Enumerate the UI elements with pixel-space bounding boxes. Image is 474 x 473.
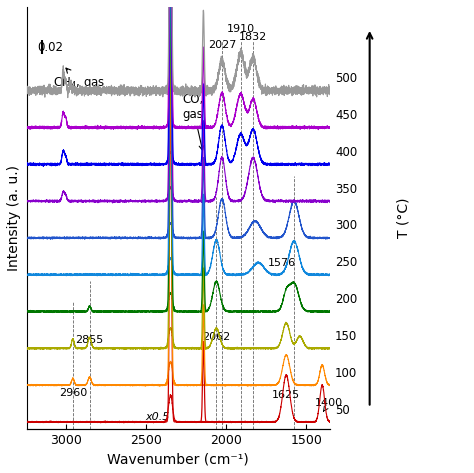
Text: 1832: 1832 [239, 33, 267, 43]
Text: CH$_4$, gas: CH$_4$, gas [53, 68, 105, 91]
Y-axis label: T (°C): T (°C) [396, 198, 410, 238]
Text: 0.02: 0.02 [38, 41, 64, 53]
Text: 1625: 1625 [272, 391, 301, 401]
Text: 2027: 2027 [208, 41, 236, 51]
Text: CO,
gas: CO, gas [182, 93, 204, 150]
Text: CO$_2$,
gas: CO$_2$, gas [0, 472, 1, 473]
Text: 2062: 2062 [202, 332, 230, 342]
Y-axis label: Intensity (a. u.): Intensity (a. u.) [7, 165, 21, 271]
X-axis label: Wavenumber (cm⁻¹): Wavenumber (cm⁻¹) [108, 452, 249, 466]
Text: x0.5: x0.5 [146, 412, 170, 422]
Text: 1400: 1400 [315, 398, 343, 411]
Text: 2960: 2960 [59, 388, 87, 398]
Text: 1576: 1576 [268, 258, 296, 268]
Text: 1910: 1910 [227, 24, 255, 34]
Text: 2855: 2855 [75, 335, 104, 345]
